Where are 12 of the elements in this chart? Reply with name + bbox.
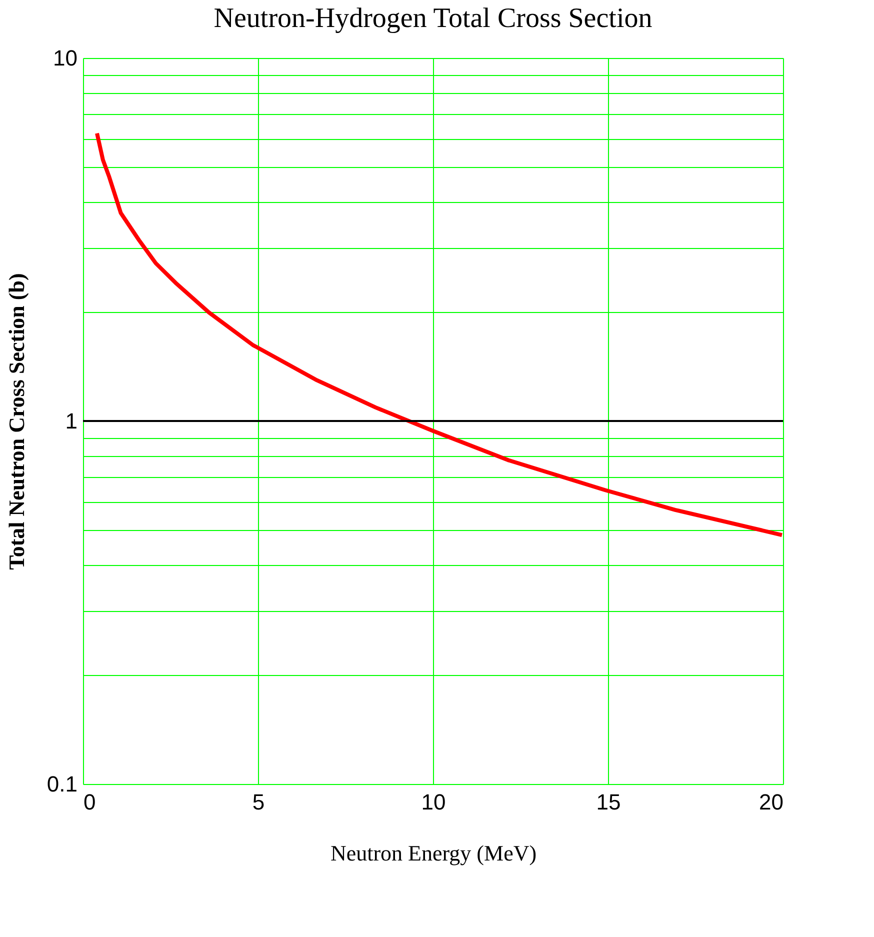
x-tick-label: 10	[421, 790, 446, 814]
x-tick-label: 5	[252, 790, 265, 814]
x-tick-label: 15	[596, 790, 621, 814]
y-axis-title: Total Neutron Cross Section (b)	[4, 273, 29, 570]
chart-title: Neutron-Hydrogen Total Cross Section	[214, 3, 652, 34]
x-tick-label: 0	[84, 790, 96, 814]
x-tick-label: 20	[759, 790, 784, 814]
y-tick-label: 10	[53, 46, 78, 70]
y-tick-label: 1	[65, 408, 78, 434]
x-axis-title: Neutron Energy (MeV)	[330, 840, 537, 866]
line-series	[95, 131, 783, 538]
y-tick-label: 0.1	[46, 772, 78, 796]
